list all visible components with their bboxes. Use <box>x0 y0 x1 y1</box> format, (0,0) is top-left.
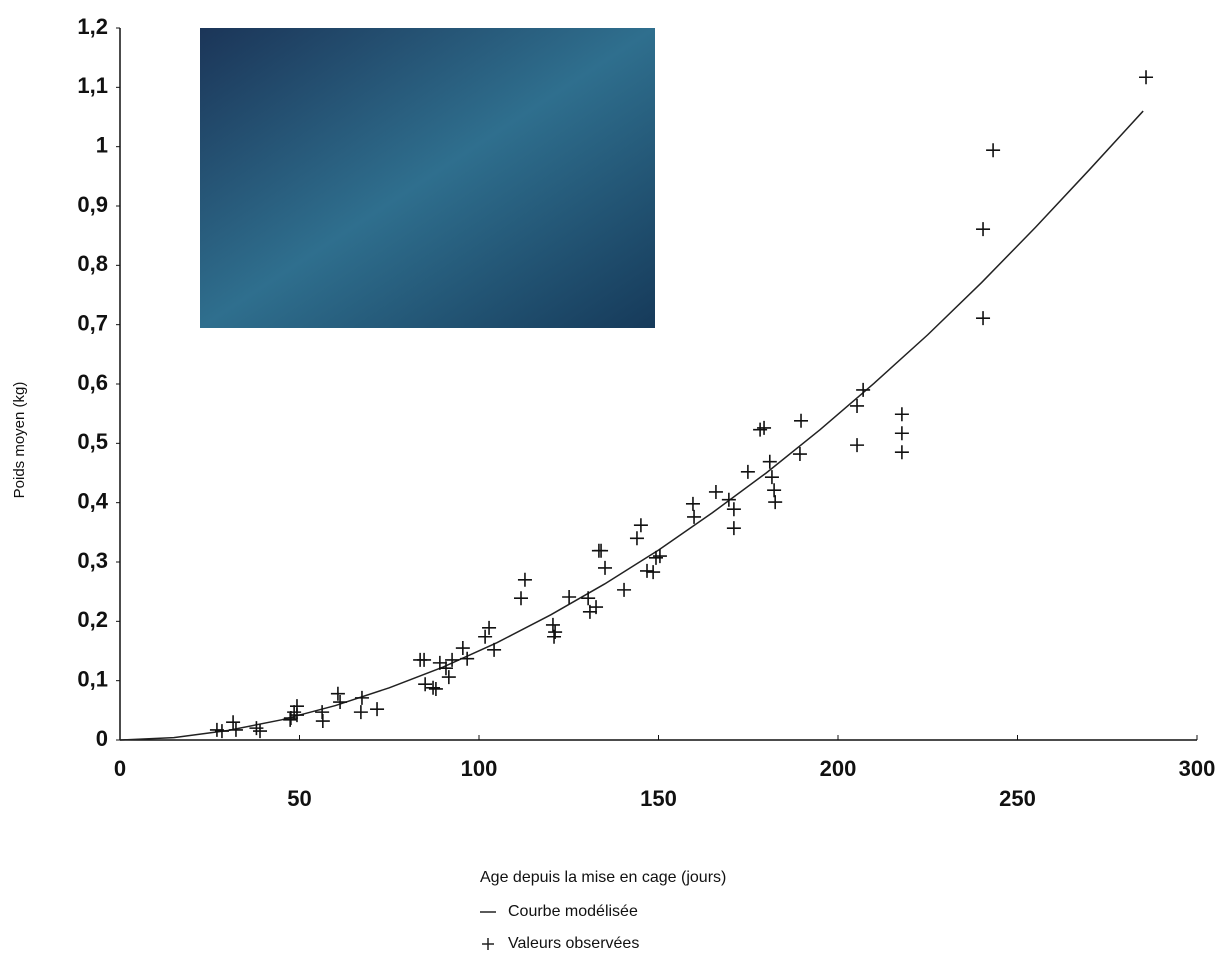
x-axis-label: Age depuis la mise en cage (jours) <box>480 869 726 886</box>
y-tick-label: 0,5 <box>77 429 108 454</box>
observed-point <box>894 407 909 422</box>
observed-point <box>633 518 648 533</box>
y-tick-label: 0,3 <box>77 548 108 573</box>
observed-point <box>333 695 348 710</box>
observed-point <box>685 496 700 511</box>
observed-point <box>478 629 493 644</box>
y-axis-label: Poids moyen (kg) <box>11 382 28 499</box>
observed-point <box>487 642 502 657</box>
y-tick-label: 0,4 <box>77 488 108 513</box>
observed-point <box>652 549 667 564</box>
observed-point <box>850 438 865 453</box>
observed-point <box>721 492 736 507</box>
observed-point <box>441 670 456 685</box>
observed-point <box>417 652 432 667</box>
observed-point <box>428 681 443 696</box>
observed-point <box>589 600 604 615</box>
observed-point <box>562 590 577 605</box>
observed-point <box>445 652 460 667</box>
y-tick-label: 1,1 <box>77 73 108 98</box>
observed-point <box>726 502 741 517</box>
observed-point <box>976 311 991 326</box>
y-tick-label: 0,6 <box>77 370 108 395</box>
observed-point <box>708 484 723 499</box>
observed-point <box>287 705 302 720</box>
observed-point <box>514 591 529 606</box>
observed-point <box>418 677 433 692</box>
y-tick-label: 0,9 <box>77 192 108 217</box>
observed-point <box>426 680 441 695</box>
observed-point <box>228 722 243 737</box>
observed-point <box>253 724 268 739</box>
y-tick-label: 0,2 <box>77 607 108 632</box>
observed-point <box>753 422 768 437</box>
observed-point <box>794 413 809 428</box>
observed-point <box>581 591 596 606</box>
observed-point <box>792 447 807 462</box>
observed-point <box>986 143 1001 158</box>
observed-point <box>726 521 741 536</box>
y-tick-label: 1,2 <box>77 14 108 39</box>
observed-point <box>640 563 655 578</box>
observed-point <box>548 625 563 640</box>
observed-point <box>598 560 613 575</box>
observed-point <box>1139 70 1154 85</box>
observed-point <box>214 724 229 739</box>
observed-point <box>740 464 755 479</box>
observed-point <box>482 620 497 635</box>
x-tick-label: 150 <box>640 786 677 811</box>
observed-point <box>517 572 532 587</box>
observed-point <box>353 705 368 720</box>
y-tick-label: 1 <box>96 132 108 157</box>
observed-point <box>455 641 470 656</box>
observed-point <box>687 509 702 524</box>
observed-point <box>976 222 991 237</box>
observed-point <box>629 531 644 546</box>
photo <box>200 28 655 328</box>
observed-point <box>289 699 304 714</box>
observed-point <box>354 690 369 705</box>
observed-point <box>648 550 663 565</box>
x-tick-label: 250 <box>999 786 1036 811</box>
observed-point <box>460 651 475 666</box>
observed-point <box>370 702 385 717</box>
x-tick-label: 0 <box>114 756 126 781</box>
observed-point <box>767 483 782 498</box>
observed-point <box>617 582 632 597</box>
observed-point <box>850 398 865 413</box>
observed-point <box>283 712 298 727</box>
observed-point <box>315 714 330 729</box>
observed-point <box>545 617 560 632</box>
y-tick-label: 0,7 <box>77 310 108 335</box>
y-tick-label: 0,8 <box>77 251 108 276</box>
x-tick-label: 100 <box>461 756 498 781</box>
observed-point <box>894 426 909 441</box>
observed-point <box>768 495 783 510</box>
observed-point <box>226 715 241 730</box>
observed-point <box>594 543 609 558</box>
y-tick-label: 0,1 <box>77 666 108 691</box>
observed-point <box>249 721 264 736</box>
legend-label: Courbe modélisée <box>508 903 638 920</box>
observed-point <box>762 454 777 469</box>
observed-point <box>646 565 661 580</box>
legend-label: Valeurs observées <box>508 935 639 952</box>
legend-plus-symbol <box>482 938 494 950</box>
observed-point <box>764 470 779 485</box>
y-tick-label: 0 <box>96 726 108 751</box>
x-tick-label: 300 <box>1179 756 1216 781</box>
observed-point <box>438 661 453 676</box>
observed-point <box>330 686 345 701</box>
observed-point <box>856 382 871 397</box>
x-tick-label: 200 <box>820 756 857 781</box>
observed-point <box>894 445 909 460</box>
observed-point <box>757 420 772 435</box>
x-tick-label: 50 <box>287 786 311 811</box>
